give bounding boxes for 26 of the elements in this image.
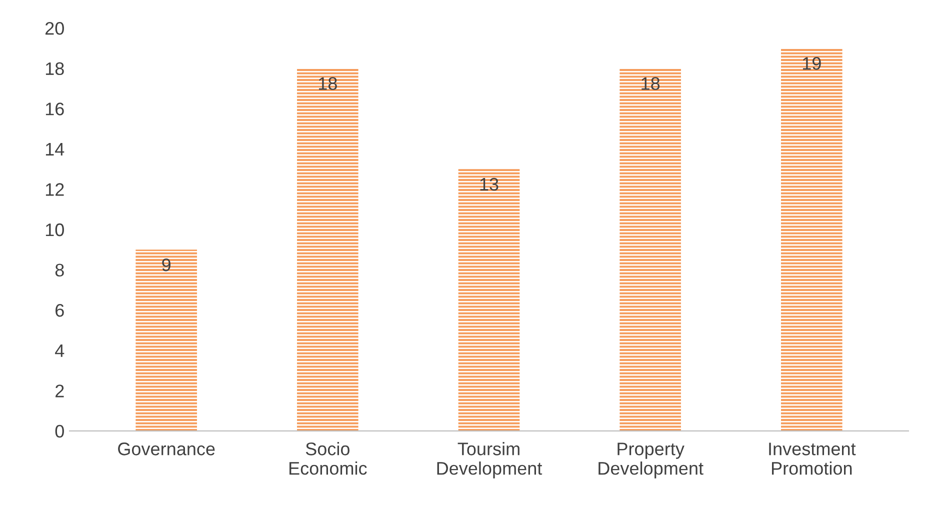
bar	[458, 169, 520, 431]
y-tick-label: 14	[46, 143, 64, 156]
data-label: 18	[318, 77, 337, 90]
data-label: 13	[480, 178, 498, 191]
y-tick-label: 16	[46, 102, 64, 116]
bar	[297, 68, 358, 431]
bar	[781, 48, 842, 431]
x-tick-label: Property Development	[598, 442, 704, 478]
x-tick-label: Toursim Development	[437, 442, 542, 478]
y-tick-label: 10	[46, 223, 64, 236]
y-tick-label: 6	[56, 304, 64, 317]
bar	[136, 250, 197, 431]
y-tick-label: 18	[46, 62, 64, 76]
x-tick-label: Investment Promotion	[769, 442, 856, 475]
data-label: 18	[642, 77, 660, 90]
data-label: 9	[162, 258, 170, 272]
data-label: 19	[802, 57, 821, 70]
y-tick-label: 12	[46, 183, 64, 196]
y-tick-label: 8	[55, 264, 64, 277]
x-tick-label: Governance	[118, 442, 215, 456]
bar	[620, 68, 681, 431]
y-tick-label: 0	[55, 424, 64, 438]
y-tick-label: 2	[56, 384, 64, 398]
y-tick-label: 20	[45, 22, 64, 35]
y-tick-label: 4	[55, 344, 64, 357]
x-tick-label: Socio Economic	[290, 442, 367, 475]
